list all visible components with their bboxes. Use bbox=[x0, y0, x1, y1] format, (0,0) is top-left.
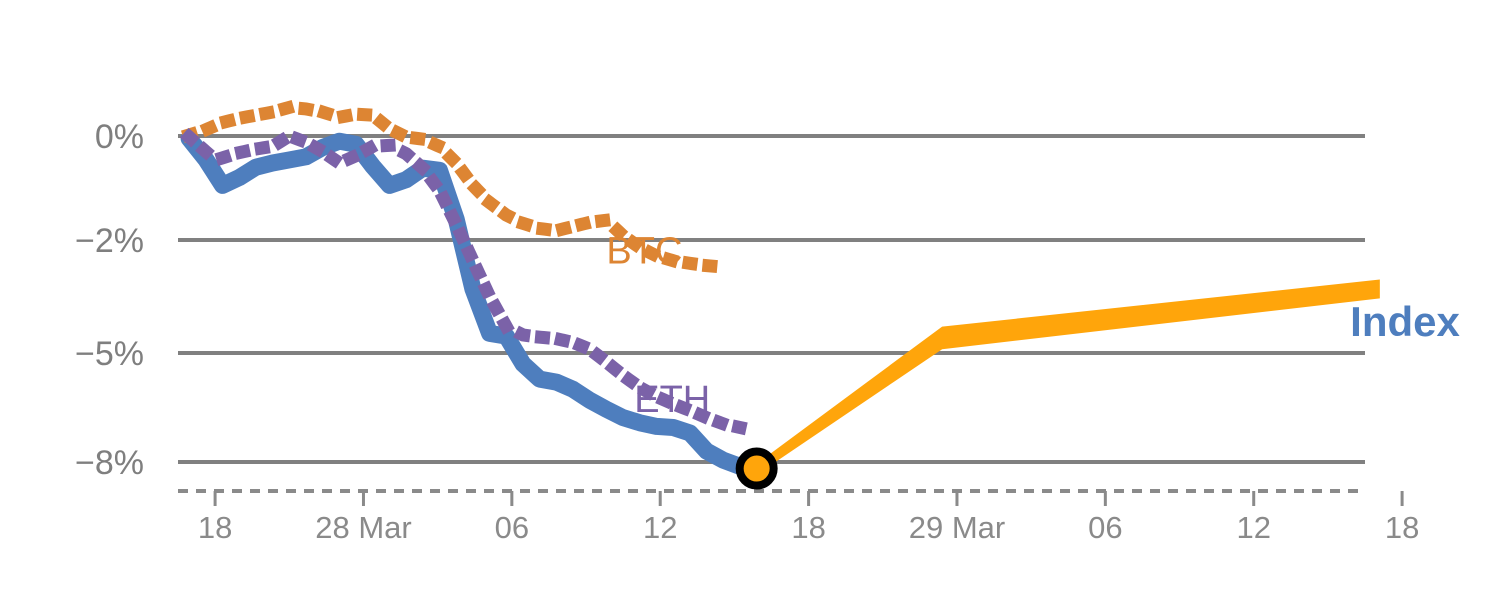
x-tick-label: 18 bbox=[1385, 510, 1419, 545]
series-line-btc bbox=[180, 100, 731, 275]
x-axis-tick-labels: 18 28 Mar 06 12 18 29 Mar 06 12 18 bbox=[198, 510, 1419, 545]
y-tick-label: −8% bbox=[75, 444, 144, 482]
x-tick-label: 12 bbox=[1236, 510, 1270, 545]
forecast-band-polygon bbox=[756, 279, 1380, 475]
series-line-eth bbox=[179, 127, 748, 436]
x-tick-label: 18 bbox=[791, 510, 825, 545]
x-tick-label: 06 bbox=[495, 510, 529, 545]
series-label-btc: BTC bbox=[606, 230, 682, 272]
data-series bbox=[179, 100, 766, 478]
y-tick-label: −2% bbox=[75, 222, 144, 260]
x-axis-tick-marks bbox=[213, 491, 1404, 506]
series-label-eth: ETH bbox=[634, 379, 710, 421]
forecast-start-marker-circle[interactable] bbox=[735, 447, 778, 490]
x-tick-label: 29 Mar bbox=[909, 510, 1005, 545]
series-annotations: BTC ETH Index bbox=[606, 230, 1460, 421]
forecast-band-index bbox=[756, 279, 1380, 475]
x-tick-label: 12 bbox=[643, 510, 677, 545]
y-axis-tick-labels: 0% −2% −5% −8% bbox=[75, 118, 144, 482]
y-tick-label: 0% bbox=[95, 118, 144, 156]
series-label-index: Index bbox=[1350, 298, 1460, 345]
x-tick-label: 28 Mar bbox=[315, 510, 411, 545]
x-tick-label: 06 bbox=[1088, 510, 1122, 545]
series-line-index bbox=[180, 130, 766, 478]
x-tick-label: 18 bbox=[198, 510, 232, 545]
y-tick-label: −5% bbox=[75, 335, 144, 373]
forecast-start-marker bbox=[735, 447, 778, 490]
gridlines bbox=[178, 134, 1365, 464]
